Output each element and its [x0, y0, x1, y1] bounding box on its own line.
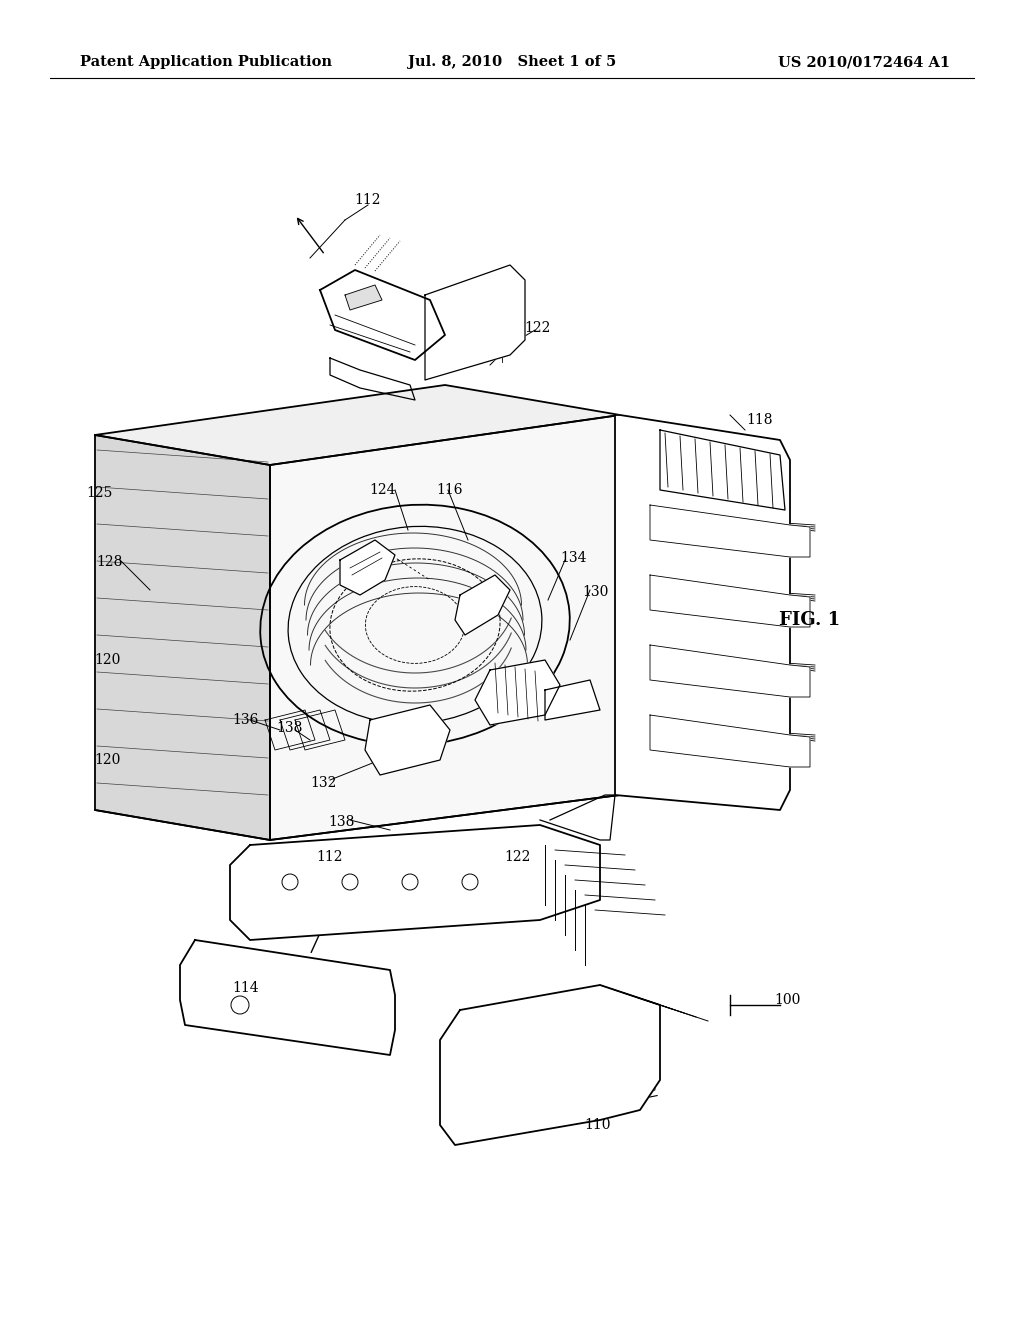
- Polygon shape: [545, 680, 600, 719]
- Text: 136: 136: [231, 713, 258, 727]
- Text: 122: 122: [525, 321, 551, 335]
- Text: 114: 114: [232, 981, 259, 995]
- Circle shape: [231, 997, 249, 1014]
- Text: 112: 112: [354, 193, 381, 207]
- Polygon shape: [650, 506, 810, 557]
- Text: 124: 124: [370, 483, 396, 498]
- Polygon shape: [230, 825, 600, 940]
- Polygon shape: [475, 660, 560, 725]
- Polygon shape: [345, 285, 382, 310]
- Text: 125: 125: [87, 486, 114, 500]
- Polygon shape: [455, 576, 510, 635]
- Text: 128: 128: [97, 554, 123, 569]
- Text: US 2010/0172464 A1: US 2010/0172464 A1: [778, 55, 950, 69]
- Polygon shape: [95, 436, 270, 840]
- Polygon shape: [440, 985, 660, 1144]
- Text: 138: 138: [329, 814, 355, 829]
- Circle shape: [282, 874, 298, 890]
- Polygon shape: [270, 414, 620, 840]
- Text: 118: 118: [746, 413, 773, 426]
- Polygon shape: [650, 576, 810, 627]
- Polygon shape: [95, 385, 620, 465]
- Polygon shape: [615, 414, 790, 810]
- Circle shape: [342, 874, 358, 890]
- Polygon shape: [340, 540, 395, 595]
- Text: 122: 122: [505, 850, 531, 865]
- Text: 100: 100: [775, 993, 801, 1007]
- Text: 110: 110: [585, 1118, 611, 1133]
- Polygon shape: [180, 940, 395, 1055]
- Polygon shape: [365, 705, 450, 775]
- Text: Patent Application Publication: Patent Application Publication: [80, 55, 332, 69]
- Text: 138: 138: [276, 721, 303, 735]
- Text: 134: 134: [561, 550, 587, 565]
- Polygon shape: [660, 430, 785, 510]
- Text: 112: 112: [316, 850, 343, 865]
- Text: 132: 132: [310, 776, 336, 789]
- Polygon shape: [425, 265, 525, 380]
- Text: Jul. 8, 2010   Sheet 1 of 5: Jul. 8, 2010 Sheet 1 of 5: [408, 55, 616, 69]
- Text: 120: 120: [95, 752, 121, 767]
- Polygon shape: [650, 645, 810, 697]
- Polygon shape: [319, 271, 445, 360]
- Text: 116: 116: [437, 483, 463, 498]
- Text: FIG. 1: FIG. 1: [779, 611, 841, 630]
- Text: 130: 130: [583, 585, 609, 599]
- Circle shape: [402, 874, 418, 890]
- Circle shape: [462, 874, 478, 890]
- Text: 120: 120: [95, 653, 121, 667]
- Polygon shape: [650, 715, 810, 767]
